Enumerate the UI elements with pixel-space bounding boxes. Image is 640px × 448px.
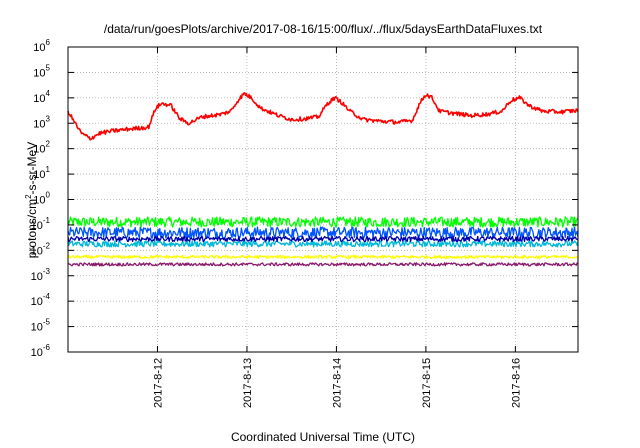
y-axis-label-prefix: protons/cm — [25, 199, 39, 258]
y-tick-label: 10-3 — [31, 267, 51, 283]
x-tick-label: 2017-8-13 — [242, 358, 254, 408]
series-line — [67, 240, 579, 248]
y-tick-label: 10-5 — [31, 318, 51, 334]
y-tick-label: 100 — [33, 191, 50, 207]
y-tick-label: 10-6 — [31, 343, 51, 359]
tick-layer: 106 105 104 103 102 101 100 10-1 10-2 10-3 10-4 10-… — [31, 38, 578, 408]
svg-text:protons/cm2-s-sr-MeV: protons/cm2-s-sr-MeV — [24, 142, 39, 258]
y-tick-label: 103 — [33, 114, 50, 130]
y-axis-label-suffix: -s-sr-MeV — [25, 142, 39, 195]
series-line — [67, 235, 579, 243]
series-line — [67, 262, 579, 267]
series-layer — [67, 92, 579, 267]
chart-title: /data/run/goesPlots/archive/2017-08-16/1… — [104, 22, 543, 36]
x-axis-label: Coordinated Universal Time (UTC) — [231, 430, 415, 444]
x-tick-label: 2017-8-16 — [510, 358, 522, 408]
y-tick-label: 10-2 — [31, 241, 51, 257]
x-tick-label: 2017-8-12 — [152, 358, 164, 408]
y-axis-label-sup: 2 — [24, 194, 33, 199]
y-tick-label: 10-4 — [31, 292, 51, 308]
y-tick-label: 102 — [33, 140, 50, 156]
y-tick-label: 101 — [33, 165, 50, 181]
y-tick-label: 104 — [33, 89, 50, 105]
series-line — [67, 226, 579, 239]
y-axis-label: protons/cm2-s-sr-MeV — [24, 142, 39, 258]
series-line — [67, 92, 579, 141]
y-tick-label: 10-1 — [31, 216, 51, 232]
y-tick-label: 106 — [33, 38, 50, 54]
series-line — [67, 254, 579, 260]
series-line — [67, 216, 579, 228]
y-tick-label: 105 — [33, 63, 50, 79]
x-tick-label: 2017-8-15 — [421, 358, 433, 408]
grid — [68, 47, 578, 352]
x-tick-label: 2017-8-14 — [331, 358, 343, 408]
